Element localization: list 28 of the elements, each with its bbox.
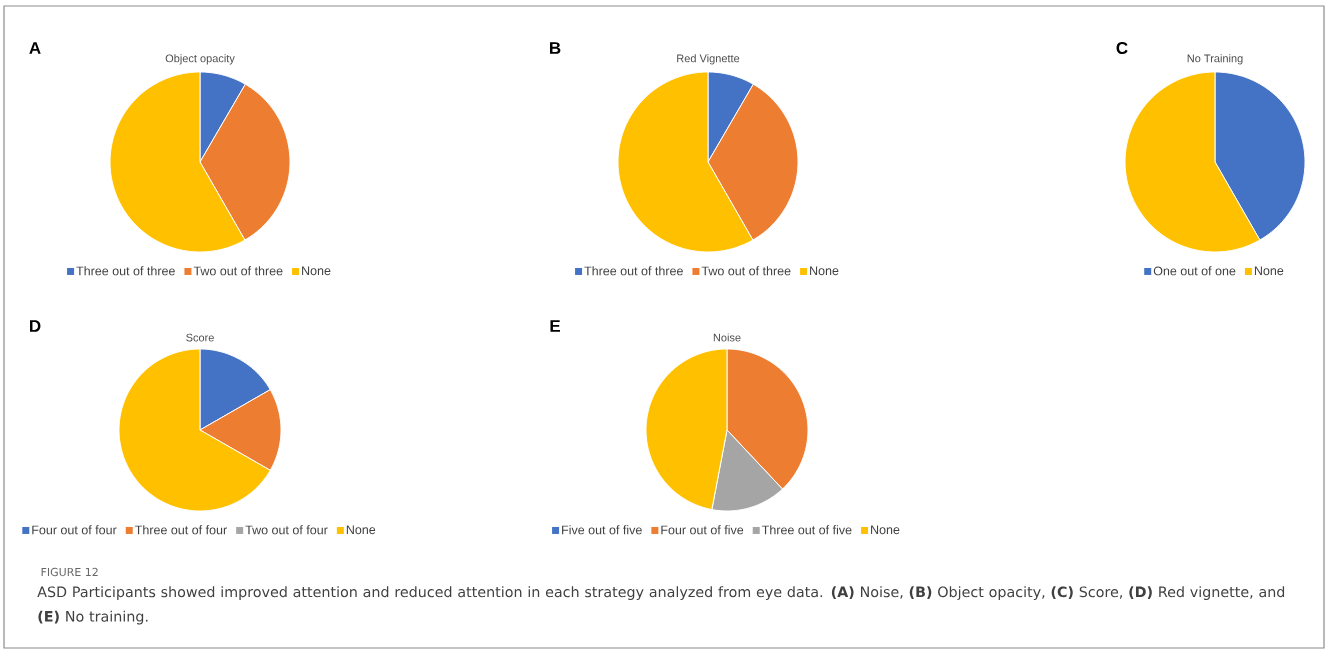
text: B bbox=[550, 42, 561, 54]
legend-label: Two out of three bbox=[193, 266, 283, 276]
legend-label: Three out of three bbox=[584, 266, 683, 276]
text: E bbox=[550, 320, 561, 332]
legend-label: None bbox=[1254, 266, 1284, 276]
legend-label: Two out of four bbox=[245, 525, 328, 535]
legend-label: None bbox=[346, 525, 376, 535]
legend-label: Five out of five bbox=[562, 525, 642, 535]
text: C bbox=[1116, 41, 1128, 55]
legend-label: None bbox=[302, 266, 331, 276]
text: ASD Participants showed improved attention and reduced attention in each strategy analyzed from eye data. (A) Noise, (B) Object opacity, (C) Score, (D) Red vignette, and (E) No training. bbox=[37, 586, 1285, 625]
legend-label: Three out of four bbox=[135, 525, 227, 535]
chart-title: Object opacity bbox=[165, 54, 235, 65]
text: A bbox=[29, 42, 41, 54]
chart-title: Red Vignette bbox=[677, 54, 740, 65]
legend-label: Two out of three bbox=[701, 266, 791, 276]
chart-title: No Training bbox=[1187, 54, 1243, 65]
legend-label: None bbox=[810, 266, 839, 276]
legend-label: Three out of five bbox=[762, 525, 852, 535]
legend-label: Three out of three bbox=[76, 266, 175, 276]
legend-label: Four out of five bbox=[661, 525, 744, 535]
legend-label: None bbox=[871, 525, 900, 535]
text: D bbox=[30, 320, 41, 332]
caption: FIGURE 12 bbox=[41, 567, 98, 577]
chart-title: Noise bbox=[713, 333, 741, 342]
chart-title: Score bbox=[186, 333, 214, 342]
legend-label: One out of one bbox=[1153, 266, 1236, 276]
legend-label: Four out of four bbox=[32, 525, 117, 535]
